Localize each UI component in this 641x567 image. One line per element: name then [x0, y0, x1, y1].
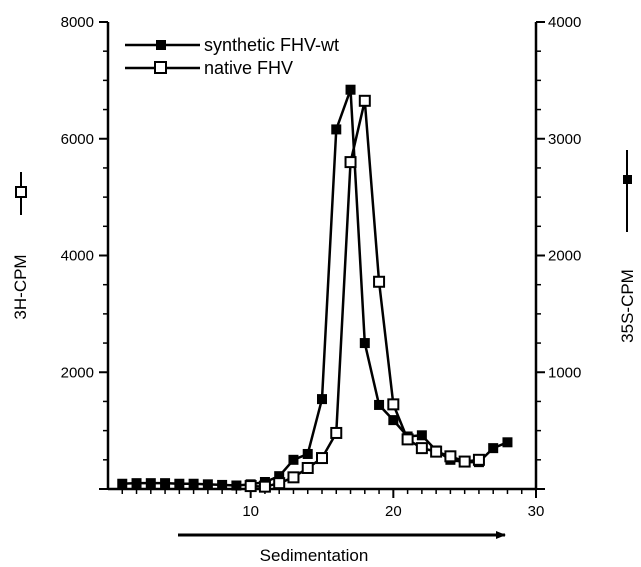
- left-axis-title: 3H-CPM: [11, 254, 30, 319]
- x-tick-label: 30: [528, 503, 545, 520]
- y-right-tick-label: 3000: [548, 131, 581, 148]
- data-point-synthetic: [288, 454, 299, 465]
- data-point-native: [458, 455, 471, 468]
- data-point-native: [401, 433, 414, 446]
- legend-label-native: native FHV: [204, 58, 293, 78]
- y-left-tick-label: 6000: [61, 131, 94, 148]
- data-point-native: [330, 426, 343, 439]
- data-point-native: [373, 275, 386, 288]
- data-point-synthetic: [231, 480, 242, 491]
- data-point-synthetic: [388, 415, 399, 426]
- data-point-native: [316, 452, 328, 465]
- data-point-synthetic: [502, 437, 513, 448]
- data-point-synthetic: [274, 471, 285, 482]
- data-point-synthetic: [188, 478, 199, 489]
- data-point-native: [444, 450, 457, 463]
- axes: [106, 22, 538, 491]
- ticks: [99, 21, 545, 498]
- tick-labels: 10 20 30 2000 4000 6000 8000 1000 2000 3000 4000: [61, 14, 582, 520]
- data-point-synthetic: [174, 478, 185, 489]
- series-line-1: [250, 99, 480, 488]
- data-point-native: [344, 156, 357, 169]
- data-point-native: [358, 94, 371, 107]
- x-axis-title: Sedimentation: [260, 546, 369, 565]
- data-point-synthetic: [160, 478, 171, 489]
- y-left-tick-label: 2000: [61, 364, 94, 381]
- data-point-synthetic: [345, 84, 356, 95]
- data-point-native: [273, 477, 286, 490]
- data-point-native: [472, 453, 485, 466]
- x-tick-label: 20: [385, 503, 402, 520]
- data-point-native: [415, 442, 428, 455]
- data-point-native: [301, 461, 314, 474]
- data-point-synthetic: [359, 338, 370, 349]
- x-tick-label: 10: [242, 503, 259, 520]
- data-point-synthetic: [317, 394, 327, 405]
- data-point-synthetic: [302, 448, 313, 459]
- y-left-tick-label: 8000: [61, 14, 94, 31]
- data-point-synthetic: [131, 478, 142, 489]
- legend-item-synthetic: synthetic FHV-wt: [125, 35, 339, 55]
- series-line-0: [122, 88, 508, 487]
- data-point-native: [244, 480, 257, 493]
- data-point-synthetic: [488, 443, 499, 454]
- y-right-tick-label: 1000: [548, 364, 581, 381]
- data-point-synthetic: [416, 430, 427, 441]
- legend: synthetic FHV-wt native FHV: [125, 35, 339, 78]
- y-right-tick-label: 2000: [548, 248, 581, 265]
- data-point-native: [287, 471, 300, 484]
- series-layer: [117, 84, 513, 493]
- data-point-native: [258, 480, 271, 493]
- data-point-native: [430, 445, 443, 458]
- data-point-synthetic: [145, 478, 156, 489]
- right-axis-legend-symbol: [623, 150, 632, 232]
- data-point-synthetic: [117, 478, 128, 489]
- y-right-tick-label: 4000: [548, 14, 581, 31]
- right-axis-title: 35S-CPM: [618, 269, 637, 343]
- data-point-synthetic: [331, 124, 342, 135]
- y-left-tick-label: 4000: [61, 248, 94, 265]
- data-point-native: [387, 398, 400, 411]
- data-point-synthetic: [217, 479, 228, 490]
- data-point-synthetic: [202, 479, 213, 490]
- left-axis-legend-symbol: [15, 172, 27, 215]
- legend-label-synthetic: synthetic FHV-wt: [204, 35, 339, 55]
- data-point-synthetic: [374, 399, 385, 410]
- legend-item-native: native FHV: [125, 58, 293, 78]
